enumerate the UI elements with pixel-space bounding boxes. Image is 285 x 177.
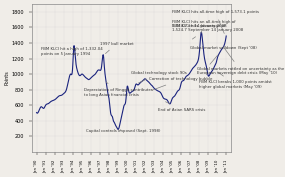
Text: Correction of technology bubble: Correction of technology bubble xyxy=(149,77,213,90)
Text: Global markets rattled on uncertainty as the
European sovereign debt crisis (May: Global markets rattled on uncertainty as… xyxy=(197,47,284,75)
Text: FBM KLCI hit a high of 1,332.04
points on 5 January 1994: FBM KLCI hit a high of 1,332.04 points o… xyxy=(41,47,103,56)
Text: Global technology stock 90s: Global technology stock 90s xyxy=(131,71,187,83)
Text: 1997 bull market: 1997 bull market xyxy=(100,42,133,54)
Y-axis label: Points: Points xyxy=(4,71,9,85)
Text: FBM KLCI hits an all-time high of
1,524.7 on 14 January 2008: FBM KLCI hits an all-time high of 1,524.… xyxy=(172,20,236,33)
Text: FBM KLCI hits advantage of
1,524.7 September 14 January 2008: FBM KLCI hits advantage of 1,524.7 Septe… xyxy=(172,24,243,39)
Text: FBM KLCI hits all-time high of 1,573.1 points: FBM KLCI hits all-time high of 1,573.1 p… xyxy=(172,10,259,33)
Text: Depreciation of Ringgit contributes
to long Asian financial crisis: Depreciation of Ringgit contributes to l… xyxy=(84,82,152,97)
Text: Global market selldown (Sept '08): Global market selldown (Sept '08) xyxy=(190,46,257,64)
Text: FBM KLCI breaks 1,000 points amidst
higher global markets (May '09): FBM KLCI breaks 1,000 points amidst high… xyxy=(199,72,272,89)
Text: Capital controls imposed (Sept. 1998): Capital controls imposed (Sept. 1998) xyxy=(86,129,161,133)
Text: End of Asian SARS crisis: End of Asian SARS crisis xyxy=(158,102,206,112)
